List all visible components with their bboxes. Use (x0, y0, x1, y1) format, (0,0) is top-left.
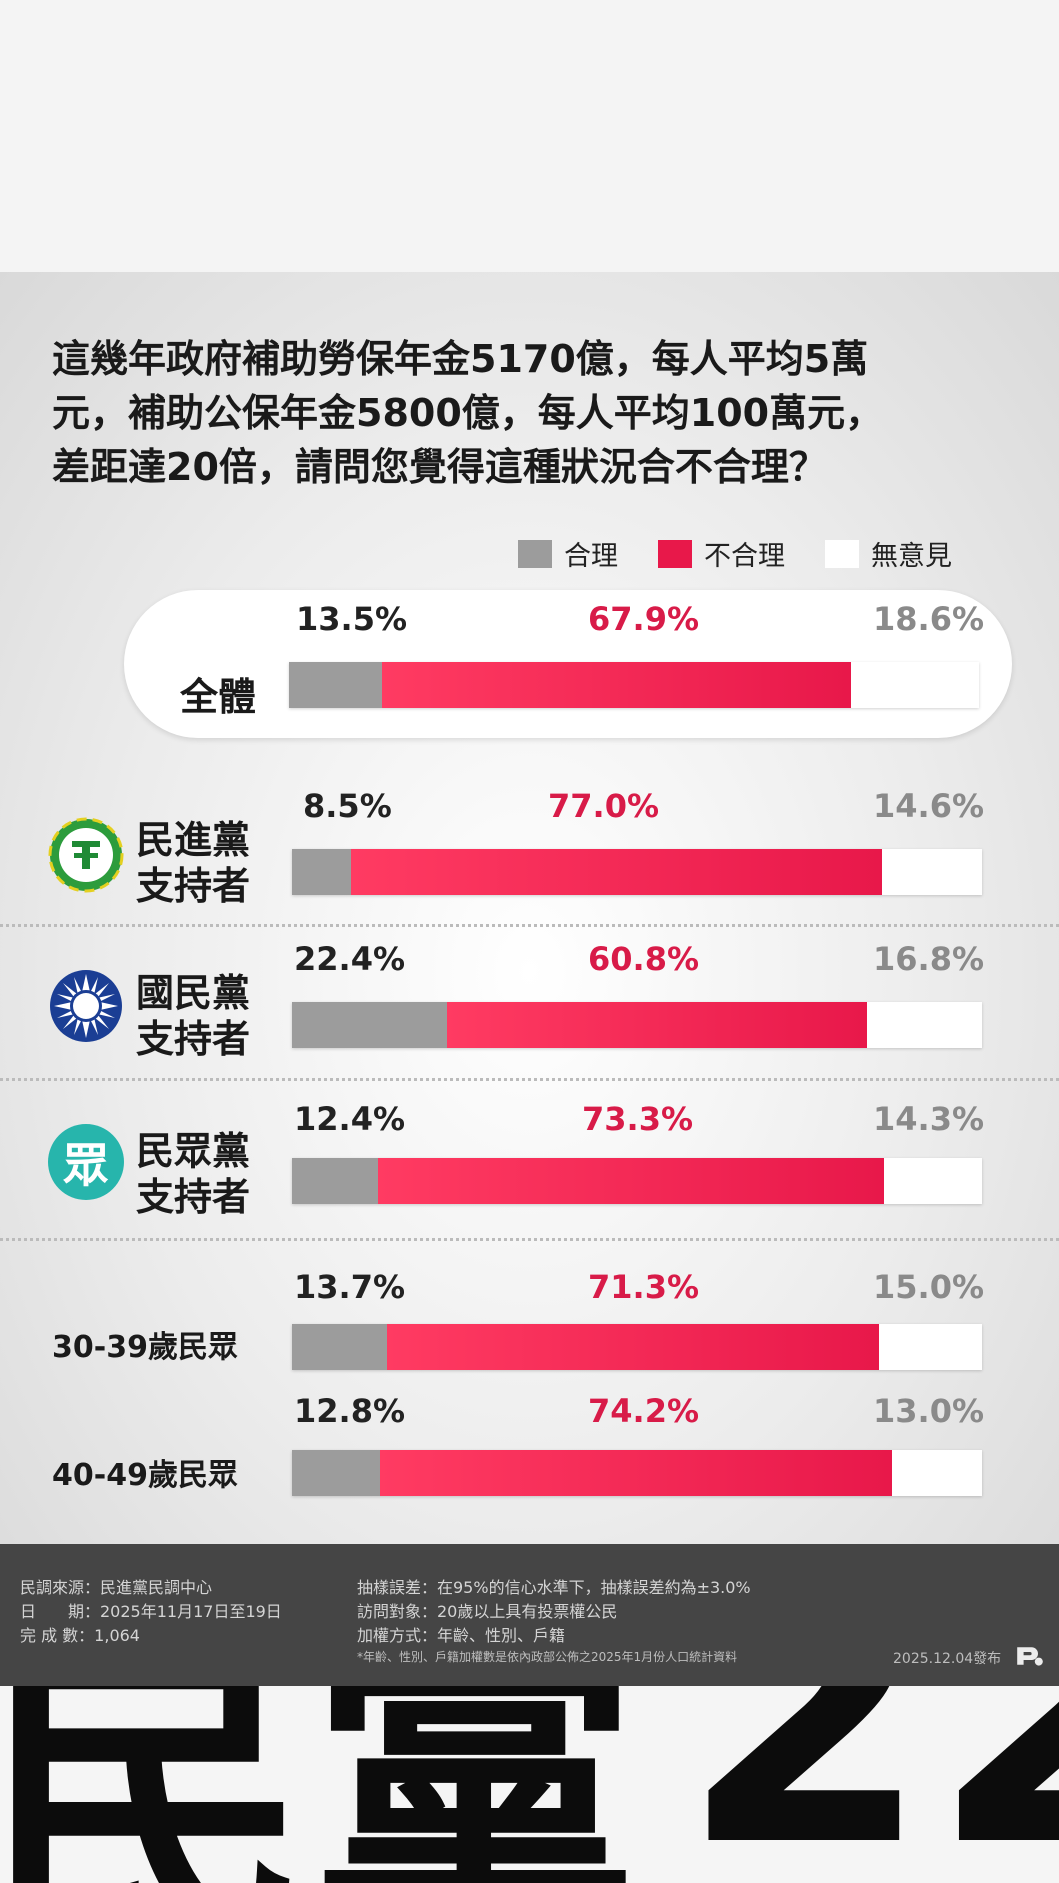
legend-label: 無意見 (871, 541, 952, 572)
footer-right: 抽樣誤差：在95%的信心水準下，抽樣誤差約為±3.0% 訪問對象：20歲以上具有… (357, 1576, 751, 1648)
brand-logo-icon (1017, 1647, 1043, 1666)
value-label-none: 14.3% (873, 1100, 985, 1138)
chart-row-age-30-39: 30-39歲民眾 13.7% 71.3% 15.0% (0, 1268, 1059, 1378)
value-label-none: 16.8% (873, 940, 985, 978)
legend-label: 合理 (564, 541, 618, 572)
bar-segment-agree (292, 1450, 380, 1496)
chart-row-kmt: 國民黨 支持者 22.4% 60.8% 16.8% (0, 940, 1059, 1070)
stacked-bar (292, 1450, 982, 1496)
bar-segment-disagree (378, 1158, 884, 1204)
value-label-none: 15.0% (873, 1268, 985, 1306)
footer-weighting: 加權方式：年齡、性別、戶籍 (357, 1626, 566, 1645)
category-label: 支持者 (136, 864, 251, 908)
zoomed-text-left: 民黨 (0, 1686, 640, 1883)
legend-swatch (825, 539, 859, 568)
question-line: 差距達20倍，請問您覺得這種狀況合不合理？ (52, 445, 827, 489)
category-label: 全體 (180, 675, 257, 719)
stacked-bar (292, 1002, 982, 1048)
footer-date: 日 期：2025年11月17日至19日 (20, 1602, 282, 1621)
bar-segment-agree (292, 1324, 387, 1370)
legend-swatch (518, 539, 552, 568)
poll-card: 這幾年政府補助勞保年金5170億，每人平均5萬 元，補助公保年金5800億，每人… (0, 272, 1059, 1544)
value-label-agree: 13.7% (294, 1268, 406, 1306)
footer-left: 民調來源：民進黨民調中心 日 期：2025年11月17日至19日 完 成 數：1… (20, 1576, 282, 1648)
legend-swatch (658, 539, 692, 568)
category-label: 支持者 (136, 1017, 251, 1061)
bar-segment-none (879, 1324, 982, 1370)
value-label-agree: 13.5% (296, 600, 408, 638)
bar-segment-agree (292, 849, 351, 895)
value-label-none: 13.0% (873, 1392, 985, 1430)
value-label-agree: 12.4% (294, 1100, 406, 1138)
row-divider (0, 1078, 1059, 1081)
category-label: 民眾黨 (136, 1129, 251, 1173)
footer-count: 完 成 數：1,064 (20, 1626, 140, 1645)
bar-segment-agree (292, 1158, 378, 1204)
legend-label: 不合理 (704, 541, 785, 572)
zoomed-text-right: 22.4 (680, 1686, 1059, 1883)
legend-item-none: 無意見 (825, 534, 952, 573)
stacked-bar (289, 662, 979, 708)
legend-item-agree: 合理 (518, 534, 618, 573)
bar-segment-none (882, 849, 982, 895)
bar-segment-disagree (382, 662, 851, 708)
legend-item-disagree: 不合理 (658, 534, 785, 573)
category-label: 國民黨 (136, 971, 251, 1015)
chart-row-overall: 全體 13.5% 67.9% 18.6% (0, 600, 1059, 720)
question-line: 這幾年政府補助勞保年金5170億，每人平均5萬 (52, 337, 869, 381)
bar-segment-disagree (447, 1002, 867, 1048)
bar-segment-none (892, 1450, 982, 1496)
value-label-disagree: 71.3% (588, 1268, 700, 1306)
footer-margin: 抽樣誤差：在95%的信心水準下，抽樣誤差約為±3.0% (357, 1578, 751, 1597)
footer-target: 訪問對象：20歲以上具有投票權公民 (357, 1602, 618, 1621)
bar-segment-agree (292, 1002, 447, 1048)
zoomed-crop-background: 民黨 22.4 (0, 1686, 1059, 1883)
category-label: 支持者 (136, 1175, 251, 1219)
value-label-agree: 8.5% (303, 787, 392, 825)
stacked-bar (292, 1158, 982, 1204)
value-label-agree: 12.8% (294, 1392, 406, 1430)
category-label: 民進黨 (136, 818, 251, 862)
question-title: 這幾年政府補助勞保年金5170億，每人平均5萬 元，補助公保年金5800億，每人… (52, 332, 1012, 494)
bar-segment-none (884, 1158, 982, 1204)
row-divider (0, 924, 1059, 927)
value-label-none: 14.6% (873, 787, 985, 825)
tpp-logo: 眾 (48, 1124, 124, 1200)
category-label: 30-39歲民眾 (52, 1330, 238, 1365)
value-label-disagree: 67.9% (588, 600, 700, 638)
tpp-logo-text: 眾 (63, 1138, 109, 1192)
chart-row-tpp: 眾 民眾黨 支持者 12.4% 73.3% 14.3% (0, 1100, 1059, 1230)
value-label-none: 18.6% (873, 600, 985, 638)
footer-release-date: 2025.12.04發布 (893, 1651, 1002, 1667)
footer-metadata: 民調來源：民進黨民調中心 日 期：2025年11月17日至19日 完 成 數：1… (0, 1544, 1059, 1686)
chart-row-dpp: 民進黨 支持者 8.5% 77.0% 14.6% (0, 787, 1059, 917)
bar-segment-none (851, 662, 979, 708)
value-label-disagree: 77.0% (548, 787, 660, 825)
bar-segment-disagree (351, 849, 882, 895)
kmt-logo (50, 970, 122, 1042)
category-label: 40-49歲民眾 (52, 1458, 238, 1493)
row-divider (0, 1238, 1059, 1241)
footer-note: *年齡、性別、戶籍加權數是依內政部公佈之2025年1月份人口統計資料 (357, 1650, 738, 1664)
bar-segment-disagree (387, 1324, 879, 1370)
value-label-disagree: 73.3% (582, 1100, 694, 1138)
question-line: 元，補助公保年金5800億，每人平均100萬元， (52, 391, 884, 435)
value-label-disagree: 74.2% (588, 1392, 700, 1430)
chart-row-age-40-49: 40-49歲民眾 12.8% 74.2% 13.0% (0, 1392, 1059, 1502)
bar-segment-agree (289, 662, 382, 708)
top-blank-area (0, 0, 1059, 272)
dpp-logo (48, 817, 124, 893)
stacked-bar (292, 849, 982, 895)
stacked-bar (292, 1324, 982, 1370)
value-label-disagree: 60.8% (588, 940, 700, 978)
bar-segment-none (867, 1002, 982, 1048)
value-label-agree: 22.4% (294, 940, 406, 978)
footer-source: 民調來源：民進黨民調中心 (20, 1578, 213, 1597)
bar-segment-disagree (380, 1450, 892, 1496)
chart-legend: 合理 不合理 無意見 (518, 534, 952, 573)
